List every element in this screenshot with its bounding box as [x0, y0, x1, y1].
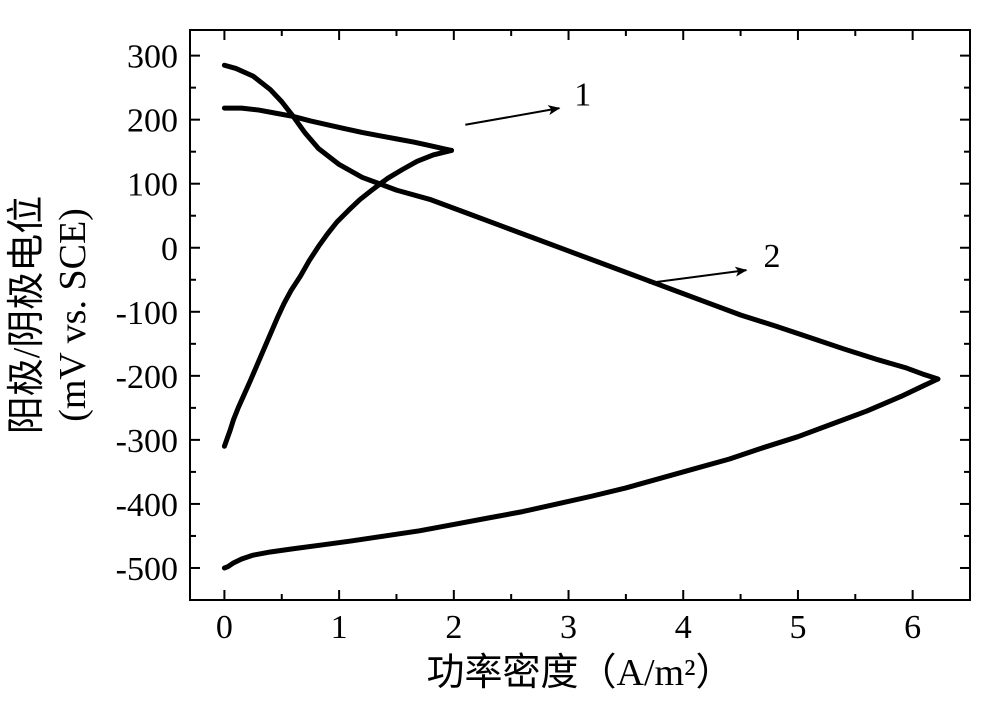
svg-text:3: 3: [560, 609, 577, 646]
y-axis-label-group: 阳极/阴极电位 (mV vs. SCE): [6, 196, 94, 435]
chart-container: 0123456 -500-400-300-200-1000100200300 1…: [0, 0, 1000, 726]
svg-text:-500: -500: [116, 551, 178, 588]
svg-text:0: 0: [216, 609, 233, 646]
y-axis-label-line1: 阳极/阴极电位: [6, 196, 48, 435]
svg-text:6: 6: [904, 609, 921, 646]
svg-text:300: 300: [127, 39, 178, 76]
plot-border: [190, 30, 970, 600]
svg-text:5: 5: [789, 609, 806, 646]
series-curve-2-lower: [224, 379, 937, 568]
y-axis-ticks: -500 -400 -300 -200 -100 0 100 200 300: [116, 39, 970, 600]
svg-text:2: 2: [445, 609, 462, 646]
series-curve-1: [224, 108, 451, 150]
svg-text:-100: -100: [116, 295, 178, 332]
annotations-group: 12: [465, 77, 780, 283]
y-axis-label-line2: (mV vs. SCE): [52, 208, 94, 422]
svg-text:-200: -200: [116, 359, 178, 396]
annotation-arrow-label-2: [649, 270, 747, 283]
svg-text:-400: -400: [116, 487, 178, 524]
svg-text:0: 0: [161, 231, 178, 268]
chart-svg: 0123456 -500-400-300-200-1000100200300 1…: [0, 0, 1000, 726]
svg-text:-300: -300: [116, 423, 178, 460]
annotation-text-label-2: 2: [764, 238, 781, 275]
x-axis-ticks: 0123456: [216, 30, 970, 646]
series-group: [224, 65, 937, 568]
svg-text:1: 1: [331, 609, 348, 646]
annotation-arrow-label-1: [465, 108, 559, 125]
svg-text:100: 100: [127, 167, 178, 204]
svg-text:200: 200: [127, 103, 178, 140]
annotation-text-label-1: 1: [574, 77, 591, 114]
svg-text:4: 4: [675, 609, 692, 646]
x-axis-label: 功率密度（A/m²）: [427, 652, 734, 694]
